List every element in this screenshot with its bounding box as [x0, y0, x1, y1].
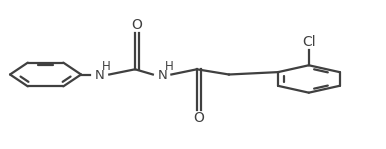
Text: H: H: [102, 60, 111, 73]
Text: O: O: [132, 18, 142, 32]
Text: N: N: [95, 69, 105, 82]
Text: O: O: [193, 111, 204, 125]
Text: Cl: Cl: [302, 35, 316, 49]
Text: H: H: [165, 60, 173, 73]
Text: N: N: [158, 69, 168, 82]
